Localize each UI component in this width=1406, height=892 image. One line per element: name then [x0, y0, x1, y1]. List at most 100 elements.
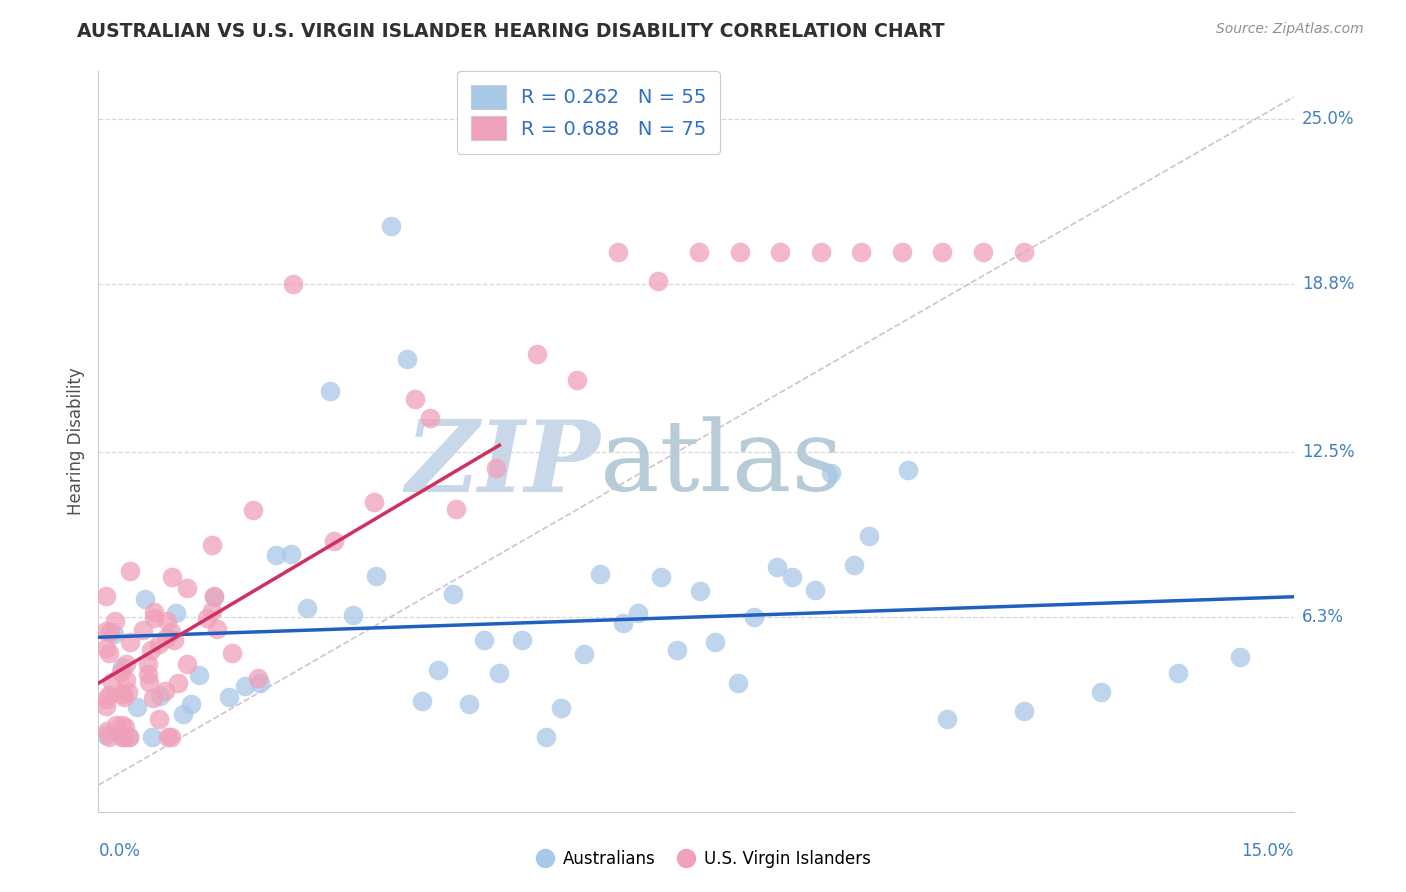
Point	[728, 245, 751, 260]
Point	[142, 611, 165, 625]
Point	[112, 730, 135, 744]
Point	[96, 723, 118, 738]
Point	[842, 558, 865, 572]
Text: 6.3%: 6.3%	[1302, 608, 1344, 626]
Point	[1090, 685, 1112, 699]
Point	[810, 245, 832, 260]
Point	[138, 675, 160, 690]
Point	[364, 569, 387, 583]
Point	[588, 566, 610, 581]
Point	[110, 660, 132, 674]
Point	[411, 694, 433, 708]
Point	[612, 616, 634, 631]
Point	[110, 665, 132, 679]
Point	[550, 701, 572, 715]
Point	[207, 622, 229, 636]
Point	[176, 657, 198, 671]
Text: 18.8%: 18.8%	[1302, 276, 1354, 293]
Point	[97, 646, 120, 660]
Point	[1012, 245, 1035, 260]
Point	[160, 730, 183, 744]
Point	[97, 730, 120, 744]
Point	[114, 657, 136, 672]
Point	[972, 245, 994, 260]
Point	[172, 707, 194, 722]
Point	[689, 584, 711, 599]
Point	[295, 601, 318, 615]
Point	[380, 219, 402, 233]
Point	[804, 583, 827, 598]
Point	[1167, 666, 1189, 681]
Point	[769, 245, 792, 260]
Point	[280, 547, 302, 561]
Point	[233, 679, 256, 693]
Point	[136, 657, 159, 672]
Point	[404, 392, 426, 407]
Point	[160, 570, 183, 584]
Point	[148, 712, 170, 726]
Point	[742, 609, 765, 624]
Point	[485, 461, 508, 475]
Point	[104, 614, 127, 628]
Point	[180, 698, 202, 712]
Point	[141, 730, 163, 744]
Point	[103, 627, 125, 641]
Point	[221, 646, 243, 660]
Point	[155, 631, 177, 645]
Point	[187, 668, 209, 682]
Point	[100, 674, 122, 689]
Point	[935, 712, 957, 726]
Point	[322, 533, 344, 548]
Point	[572, 647, 595, 661]
Text: Source: ZipAtlas.com: Source: ZipAtlas.com	[1216, 22, 1364, 37]
Point	[142, 691, 165, 706]
Point	[606, 245, 628, 260]
Point	[665, 643, 688, 657]
Point	[249, 676, 271, 690]
Point	[98, 625, 121, 640]
Text: 0.0%: 0.0%	[98, 842, 141, 860]
Point	[650, 570, 672, 584]
Text: 15.0%: 15.0%	[1241, 842, 1294, 860]
Point	[136, 666, 159, 681]
Point	[264, 548, 287, 562]
Point	[704, 634, 727, 648]
Point	[94, 698, 117, 713]
Point	[149, 690, 172, 704]
Point	[111, 687, 134, 701]
Point	[319, 384, 342, 398]
Point	[1229, 650, 1251, 665]
Point	[118, 565, 141, 579]
Point	[156, 730, 179, 744]
Point	[118, 730, 141, 744]
Point	[441, 587, 464, 601]
Point	[395, 351, 418, 366]
Point	[176, 581, 198, 595]
Text: 25.0%: 25.0%	[1302, 111, 1354, 128]
Point	[104, 718, 127, 732]
Point	[247, 671, 270, 685]
Text: atlas: atlas	[600, 416, 844, 512]
Point	[242, 503, 264, 517]
Point	[727, 675, 749, 690]
Point	[426, 663, 449, 677]
Legend: Australians, U.S. Virgin Islanders: Australians, U.S. Virgin Islanders	[529, 844, 877, 875]
Point	[111, 730, 134, 744]
Point	[94, 692, 117, 706]
Point	[166, 676, 188, 690]
Point	[94, 590, 117, 604]
Point	[201, 604, 224, 618]
Point	[342, 608, 364, 623]
Point	[139, 643, 162, 657]
Text: ZIP: ZIP	[405, 416, 600, 512]
Point	[283, 277, 305, 292]
Point	[132, 623, 155, 637]
Point	[472, 632, 495, 647]
Point	[165, 606, 187, 620]
Point	[114, 673, 136, 687]
Point	[858, 529, 880, 543]
Point	[98, 688, 121, 702]
Point	[155, 683, 177, 698]
Point	[118, 635, 141, 649]
Point	[148, 636, 170, 650]
